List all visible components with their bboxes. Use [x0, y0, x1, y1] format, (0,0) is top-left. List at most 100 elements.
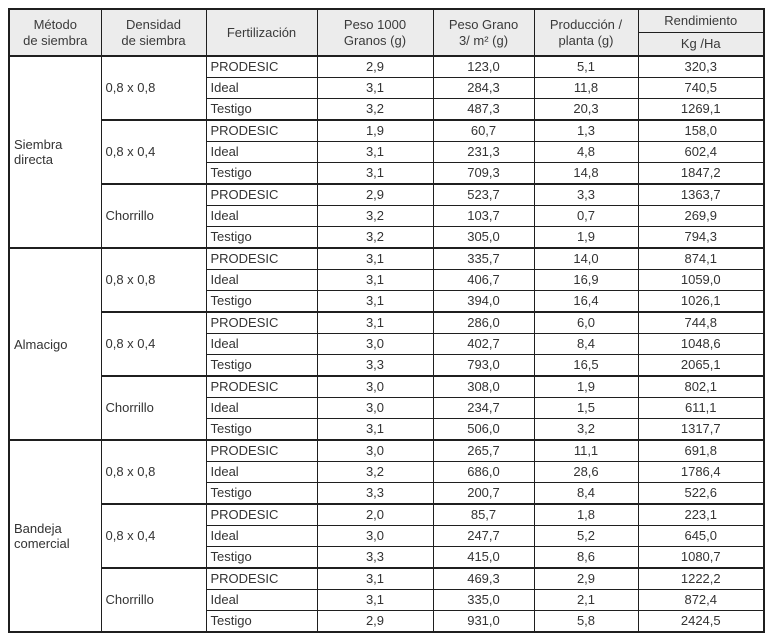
table-row: Chorrillo PRODESIC 3,0 308,0 1,9 802,1 [9, 375, 765, 441]
cell-rendimiento-kg-ha: 522,6 [637, 482, 765, 505]
cell-densidad-de-siembra: 0,8 x 0,8 [100, 439, 207, 505]
cell-peso-grano-m2: 265,7 [432, 439, 535, 462]
cell-fertilizacion: Testigo [205, 98, 318, 121]
table-row: Chorrillo PRODESIC 3,1 469,3 2,9 1222,2 [9, 567, 765, 633]
cell-produccion-planta: 1,8 [533, 503, 639, 526]
cell-produccion-planta: 1,5 [533, 397, 639, 419]
table-row: Ideal 3,1 335,0 2,1 872,4 [9, 589, 765, 611]
cell-peso-1000-granos: 3,2 [316, 98, 434, 121]
cell-peso-1000-granos: 3,1 [316, 589, 434, 611]
cell-fertilizacion: Ideal [205, 333, 318, 355]
cell-produccion-planta: 4,8 [533, 141, 639, 163]
cell-produccion-planta: 5,2 [533, 525, 639, 547]
cell-peso-1000-granos: 3,1 [316, 269, 434, 291]
cell-produccion-planta: 14,0 [533, 247, 639, 270]
results-table-container: Método de siembra Densidad de siembra Fert… [8, 8, 765, 633]
cell-peso-grano-m2: 793,0 [432, 354, 535, 377]
cell-rendimiento-kg-ha: 269,9 [637, 205, 765, 227]
cell-rendimiento-kg-ha: 611,1 [637, 397, 765, 419]
cell-fertilizacion: Testigo [205, 290, 318, 313]
cell-metodo-de-siembra: Siembra directa [8, 55, 102, 249]
cell-peso-grano-m2: 931,0 [432, 610, 535, 633]
table-row: Ideal 3,1 284,3 11,8 740,5 [9, 77, 765, 99]
col-header-produccion-planta: Producción / planta (g) [533, 8, 639, 57]
cell-fertilizacion: Ideal [205, 397, 318, 419]
cell-peso-grano-m2: 234,7 [432, 397, 535, 419]
cell-produccion-planta: 16,9 [533, 269, 639, 291]
cell-densidad-de-siembra: 0,8 x 0,4 [100, 119, 207, 185]
cell-fertilizacion: Testigo [205, 482, 318, 505]
cell-fertilizacion: Ideal [205, 141, 318, 163]
cell-produccion-planta: 1,9 [533, 375, 639, 398]
cell-peso-1000-granos: 3,3 [316, 546, 434, 569]
cell-peso-grano-m2: 469,3 [432, 567, 535, 590]
cell-rendimiento-kg-ha: 1786,4 [637, 461, 765, 483]
cell-peso-1000-granos: 3,2 [316, 205, 434, 227]
cell-produccion-planta: 28,6 [533, 461, 639, 483]
table-row: Almacigo 0,8 x 0,8 PRODESIC 3,1 335,7 14,0 874… [8, 247, 765, 441]
table-row: 0,8 x 0,4 PRODESIC 2,0 85,7 1,8 223,1 [9, 503, 765, 569]
cell-rendimiento-kg-ha: 794,3 [637, 226, 765, 249]
cell-peso-grano-m2: 103,7 [432, 205, 535, 227]
cell-fertilizacion: Testigo [205, 610, 318, 633]
cell-produccion-planta: 11,1 [533, 439, 639, 462]
cell-peso-grano-m2: 487,3 [432, 98, 535, 121]
cell-fertilizacion: Ideal [205, 205, 318, 227]
cell-peso-1000-granos: 3,1 [316, 418, 434, 441]
cell-peso-grano-m2: 523,7 [432, 183, 535, 206]
table-row: 0,8 x 0,4 PRODESIC 1,9 60,7 1,3 158,0 [9, 119, 765, 185]
cell-peso-grano-m2: 686,0 [432, 461, 535, 483]
cell-produccion-planta: 14,8 [533, 162, 639, 185]
cell-rendimiento-kg-ha: 1026,1 [637, 290, 765, 313]
cell-rendimiento-kg-ha: 1317,7 [637, 418, 765, 441]
cell-rendimiento-kg-ha: 691,8 [637, 439, 765, 462]
cell-peso-1000-granos: 3,0 [316, 439, 434, 462]
cell-peso-1000-granos: 3,1 [316, 141, 434, 163]
table-row: Ideal 3,1 231,3 4,8 602,4 [9, 141, 765, 163]
cell-peso-1000-granos: 3,1 [316, 567, 434, 590]
table-row: Chorrillo PRODESIC 2,9 523,7 3,3 1363,7 [9, 183, 765, 249]
cell-fertilizacion: PRODESIC [205, 311, 318, 334]
cell-produccion-planta: 1,9 [533, 226, 639, 249]
cell-peso-grano-m2: 200,7 [432, 482, 535, 505]
cell-produccion-planta: 11,8 [533, 77, 639, 99]
cell-rendimiento-kg-ha: 1080,7 [637, 546, 765, 569]
cell-rendimiento-kg-ha: 602,4 [637, 141, 765, 163]
cell-peso-grano-m2: 308,0 [432, 375, 535, 398]
cell-peso-1000-granos: 2,9 [316, 610, 434, 633]
cell-peso-grano-m2: 286,0 [432, 311, 535, 334]
cell-fertilizacion: Testigo [205, 354, 318, 377]
table-row: Ideal 3,2 103,7 0,7 269,9 [9, 205, 765, 227]
cell-peso-1000-granos: 3,0 [316, 525, 434, 547]
cell-fertilizacion: PRODESIC [205, 247, 318, 270]
table-row: Ideal 3,1 406,7 16,9 1059,0 [9, 269, 765, 291]
cell-peso-1000-granos: 3,3 [316, 354, 434, 377]
cell-rendimiento-kg-ha: 1059,0 [637, 269, 765, 291]
cell-densidad-de-siembra: 0,8 x 0,4 [100, 311, 207, 377]
cell-densidad-de-siembra: 0,8 x 0,4 [100, 503, 207, 569]
cell-peso-1000-granos: 3,1 [316, 162, 434, 185]
cell-rendimiento-kg-ha: 744,8 [637, 311, 765, 334]
cell-fertilizacion: Testigo [205, 162, 318, 185]
cell-fertilizacion: Testigo [205, 418, 318, 441]
cell-fertilizacion: Ideal [205, 269, 318, 291]
cell-peso-grano-m2: 231,3 [432, 141, 535, 163]
cell-densidad-de-siembra: Chorrillo [100, 375, 207, 441]
cell-produccion-planta: 2,1 [533, 589, 639, 611]
cell-peso-1000-granos: 3,0 [316, 333, 434, 355]
cell-rendimiento-kg-ha: 158,0 [637, 119, 765, 142]
cell-fertilizacion: Testigo [205, 226, 318, 249]
cell-produccion-planta: 3,3 [533, 183, 639, 206]
cell-fertilizacion: PRODESIC [205, 439, 318, 462]
header-row-unit: Kg /Ha [9, 32, 765, 57]
cell-rendimiento-kg-ha: 1847,2 [637, 162, 765, 185]
cell-peso-1000-granos: 2,9 [316, 55, 434, 78]
cell-fertilizacion: PRODESIC [205, 567, 318, 590]
cell-fertilizacion: Ideal [205, 77, 318, 99]
table-row: Ideal 3,0 234,7 1,5 611,1 [9, 397, 765, 419]
cell-fertilizacion: Ideal [205, 461, 318, 483]
col-header-peso-grano-m2: Peso Grano 3/ m² (g) [432, 8, 535, 57]
cell-produccion-planta: 5,8 [533, 610, 639, 633]
cell-rendimiento-kg-ha: 2065,1 [637, 354, 765, 377]
results-table: Método de siembra Densidad de siembra Fert… [8, 8, 765, 633]
